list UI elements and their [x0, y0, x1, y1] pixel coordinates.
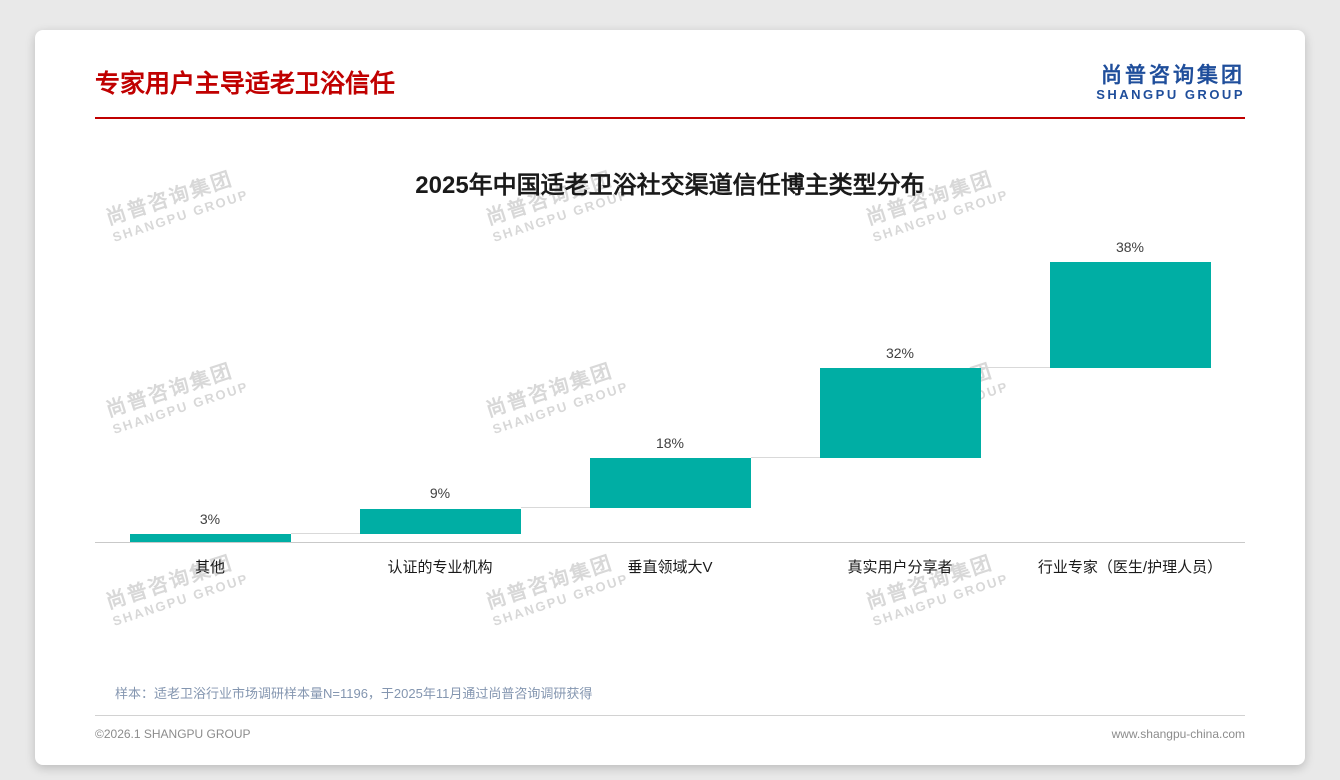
- waterfall-bar: [1049, 262, 1211, 369]
- bar-value-label: 32%: [885, 345, 915, 362]
- waterfall-connector: [290, 532, 360, 534]
- slide-content: 专家用户主导适老卫浴信任 尚普咨询集团 SHANGPU GROUP 2025年中…: [35, 30, 1305, 765]
- page-title: 专家用户主导适老卫浴信任: [95, 70, 396, 98]
- category-label: 垂直领域大V: [627, 559, 713, 577]
- waterfall-chart: 3% 9% 18% 32% 38% 其他 认证的专业机构 垂直领域大V 真实用户分享者 行业专家…: [95, 210, 1245, 577]
- bar-value-label: 18%: [655, 435, 685, 452]
- waterfall-bar: [589, 458, 751, 509]
- bar-value-label: 9%: [429, 485, 451, 502]
- copyright-text: ©2026.1 SHANGPU GROUP: [95, 727, 251, 741]
- category-label: 认证的专业机构: [387, 559, 493, 577]
- slide-card: 尚普咨询集团 SHANGPU GROUP 尚普咨询集团 SHANGPU GROUP 尚普…: [35, 30, 1305, 765]
- waterfall-bar: [819, 368, 981, 459]
- footer: ©2026.1 SHANGPU GROUP www.shangpu-china.…: [95, 716, 1245, 741]
- chart-title: 2025年中国适老卫浴社交渠道信任博主类型分布: [415, 172, 925, 200]
- waterfall-bar: [359, 508, 521, 534]
- logo-cn-text: 尚普咨询集团: [1101, 64, 1245, 87]
- waterfall-connector: [980, 367, 1050, 369]
- company-logo: 尚普咨询集团 SHANGPU GROUP: [1096, 64, 1245, 103]
- logo-en-text: SHANGPU GROUP: [1096, 87, 1245, 103]
- bar-value-label: 3%: [199, 510, 221, 527]
- chart-plot: 3% 9% 18% 32% 38%: [95, 210, 1245, 544]
- website-text: www.shangpu-china.com: [1111, 727, 1245, 741]
- waterfall-bar: [129, 533, 291, 543]
- waterfall-connector: [750, 457, 820, 459]
- header-divider: [95, 117, 1245, 120]
- category-label: 其他: [194, 559, 225, 577]
- chart-category-axis: 其他 认证的专业机构 垂直领域大V 真实用户分享者 行业专家（医生/护理人员）: [95, 556, 1245, 577]
- footer-divider: [95, 715, 1245, 716]
- category-label: 真实用户分享者: [847, 559, 953, 577]
- bar-value-label: 38%: [1115, 239, 1145, 256]
- sample-note: 样本：适老卫浴行业市场调研样本量N=1196，于2025年11月通过尚普咨询调研…: [115, 686, 593, 701]
- waterfall-connector: [520, 507, 590, 509]
- header: 专家用户主导适老卫浴信任 尚普咨询集团 SHANGPU GROUP: [95, 30, 1245, 103]
- category-label: 行业专家（医生/护理人员）: [1037, 559, 1223, 577]
